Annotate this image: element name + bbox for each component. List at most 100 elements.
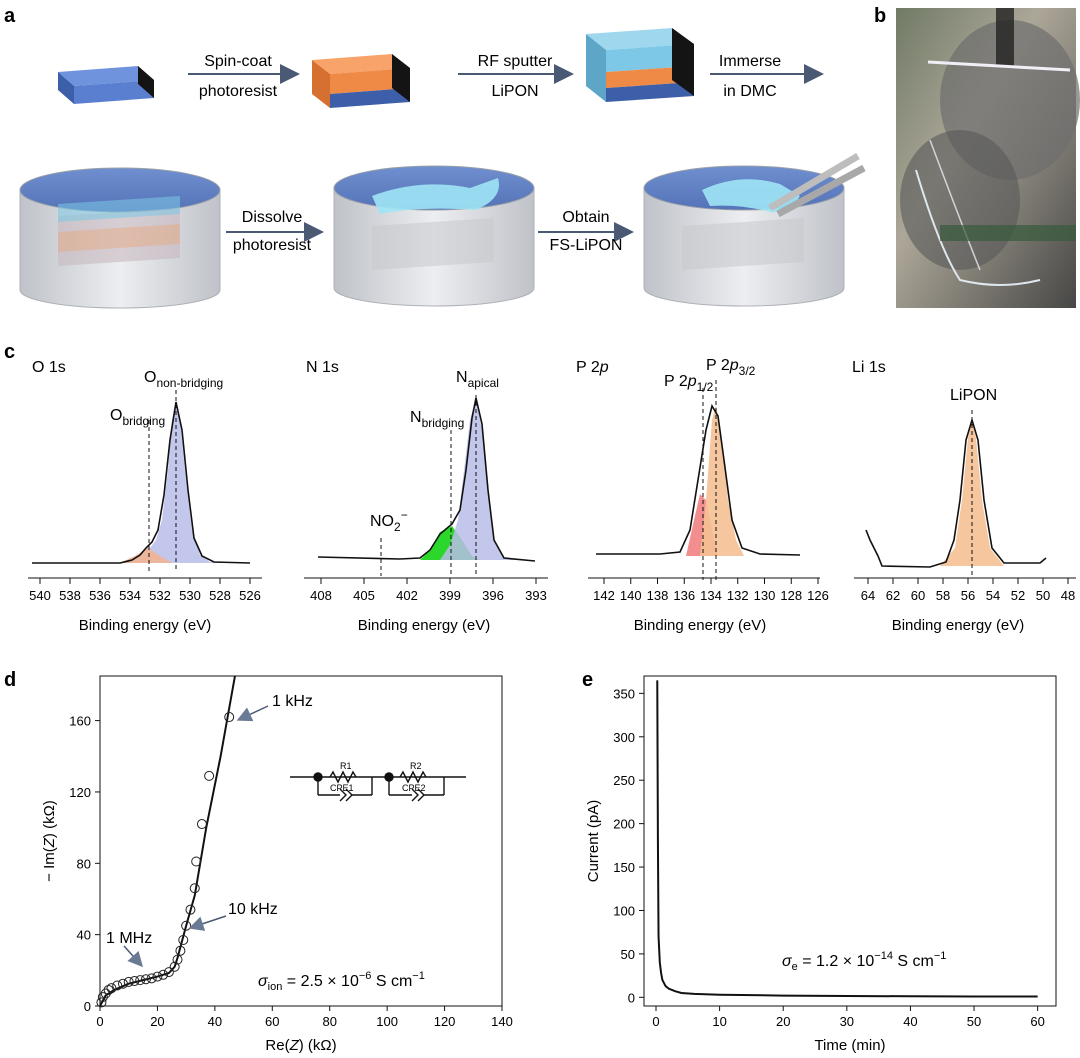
panel-label-d: d — [4, 669, 16, 691]
label-no2: NO2− — [370, 508, 408, 534]
data-point — [100, 988, 111, 999]
xps-tick-label: 399 — [439, 588, 461, 603]
xps-tick-label: 140 — [620, 588, 642, 603]
circuit-cpe1: CPE1 — [330, 783, 354, 793]
annotation-10khz: 10 kHz — [228, 901, 278, 918]
y-tick-label-e: 350 — [613, 686, 635, 701]
step1-line1: Spin-coat — [204, 53, 272, 70]
data-point — [204, 770, 215, 781]
xticks-p2p: 142 140 138 136 134 132 130 128 126 — [593, 578, 829, 603]
xps-tick-label: 126 — [807, 588, 829, 603]
label-p-1-2: P 2p1/2 — [664, 373, 714, 394]
annotation-1mhz: 1 MHz — [106, 930, 152, 947]
y-tick-label-e: 250 — [613, 773, 635, 788]
spectrum-title-p2p: P 2p — [576, 359, 609, 376]
data-point — [178, 935, 189, 945]
xps-tick-label: 136 — [673, 588, 695, 603]
xps-tick-label: 60 — [911, 588, 925, 603]
circuit-cpe2: CPE2 — [402, 783, 426, 793]
spectrum-title-li1s: Li 1s — [852, 359, 886, 376]
y-tick-label-d: 40 — [77, 928, 91, 943]
xps-tick-label: 142 — [593, 588, 615, 603]
lipon-coated-block — [586, 28, 694, 102]
xps-tick-label: 393 — [525, 588, 547, 603]
data-point — [175, 945, 186, 956]
x-tick-label-d: 80 — [322, 1014, 336, 1029]
sigma-e-label: σe = 1.2 × 10−14 S cm−1 — [782, 950, 946, 973]
xps-o1s: O 1s Onon-bridging Obridging 540 538 536 53… — [28, 359, 262, 634]
xps-tick-label: 540 — [29, 588, 51, 603]
xps-tick-label: 408 — [310, 588, 332, 603]
data-point — [112, 980, 123, 991]
step4-line2: photoresist — [233, 237, 312, 254]
data-point — [172, 954, 183, 965]
label-o-nonbridging: Onon-bridging — [144, 369, 223, 390]
step2-line2: LiPON — [491, 83, 538, 100]
x-tick-label-e: 50 — [967, 1014, 981, 1029]
xticks-o1s: 540 538 536 534 532 530 528 526 — [29, 578, 261, 603]
step4-line1: Dissolve — [242, 209, 303, 226]
data-point — [152, 971, 163, 982]
xps-n1s: N 1s Napical Nbridging NO2− 408 405 402 399… — [304, 359, 548, 634]
y-tick-label-d: 160 — [69, 714, 91, 729]
xps-tick-label: 56 — [961, 588, 975, 603]
step2-line1: RF sputter — [478, 53, 553, 70]
x-tick-label-d: 0 — [96, 1014, 103, 1029]
data-point — [96, 997, 107, 1008]
data-point — [106, 983, 117, 994]
xlabel-p2p: Binding energy (eV) — [634, 617, 767, 634]
xlabel-n1s: Binding energy (eV) — [358, 617, 491, 634]
xps-tick-label: 50 — [1036, 588, 1050, 603]
data-point — [185, 904, 196, 915]
beaker-2 — [333, 165, 535, 307]
label-n-bridging: Nbridging — [410, 409, 464, 430]
xps-tick-label: 402 — [396, 588, 418, 603]
y-tick-label-d: 80 — [77, 856, 91, 871]
ylabel-d: − Im(Z) (kΩ) — [41, 800, 58, 882]
data-point — [169, 961, 180, 972]
y-tick-label-d: 0 — [84, 999, 91, 1014]
xlabel-o1s: Binding energy (eV) — [79, 617, 212, 634]
xps-tick-label: 48 — [1061, 588, 1075, 603]
annotation-1khz: 1 kHz — [272, 693, 313, 710]
xticks-li1s: 64 62 60 58 56 54 52 50 48 — [861, 578, 1075, 603]
sigma-ion-label: σion = 2.5 × 10−6 S cm−1 — [258, 970, 425, 993]
data-point — [129, 976, 140, 987]
xps-tick-label: 58 — [936, 588, 950, 603]
xps-tick-label: 536 — [89, 588, 111, 603]
x-tick-label-d: 100 — [376, 1014, 398, 1029]
xlabel-e: Time (min) — [814, 1037, 885, 1054]
y-tick-label-e: 150 — [613, 860, 635, 875]
beaker-1 — [19, 167, 221, 309]
x-tick-label-e: 60 — [1030, 1014, 1044, 1029]
data-point — [158, 969, 169, 980]
spectrum-title-n1s: N 1s — [306, 359, 339, 376]
xps-tick-label: 396 — [482, 588, 504, 603]
y-tick-label-e: 100 — [613, 903, 635, 918]
data-point — [196, 819, 207, 830]
x-tick-label-d: 140 — [491, 1014, 513, 1029]
x-tick-label-d: 20 — [150, 1014, 164, 1029]
circuit-r1: R1 — [340, 761, 352, 771]
label-n-apical: Napical — [456, 369, 499, 390]
data-point — [140, 974, 151, 985]
nyquist-plot: − Im(Z) (kΩ) Re(Z) (kΩ) 0 20 40 60 80 100 120 1… — [41, 675, 513, 1054]
y-tick-label-e: 50 — [621, 947, 635, 962]
y-tick-label-e: 0 — [628, 990, 635, 1005]
equivalent-circuit — [290, 770, 466, 802]
data-point — [103, 984, 114, 995]
xps-tick-label: 134 — [700, 588, 722, 603]
fit-line-d — [99, 675, 236, 1007]
axes-ticks-d: 0 20 40 60 80 100 120 140 0 40 80 120 160 — [69, 714, 513, 1029]
xps-tick-label: 64 — [861, 588, 875, 603]
x-tick-label-e: 20 — [776, 1014, 790, 1029]
step1-line2: photoresist — [199, 83, 278, 100]
xps-tick-label: 138 — [647, 588, 669, 603]
step3-line2: in DMC — [723, 83, 776, 100]
xlabel-li1s: Binding energy (eV) — [892, 617, 1025, 634]
xps-tick-label: 530 — [179, 588, 201, 603]
xps-li1s: Li 1s LiPON 64 62 60 58 56 54 52 50 48 Binding e… — [852, 359, 1076, 634]
panel-label-a: a — [4, 5, 16, 27]
current-curve — [656, 680, 1038, 998]
